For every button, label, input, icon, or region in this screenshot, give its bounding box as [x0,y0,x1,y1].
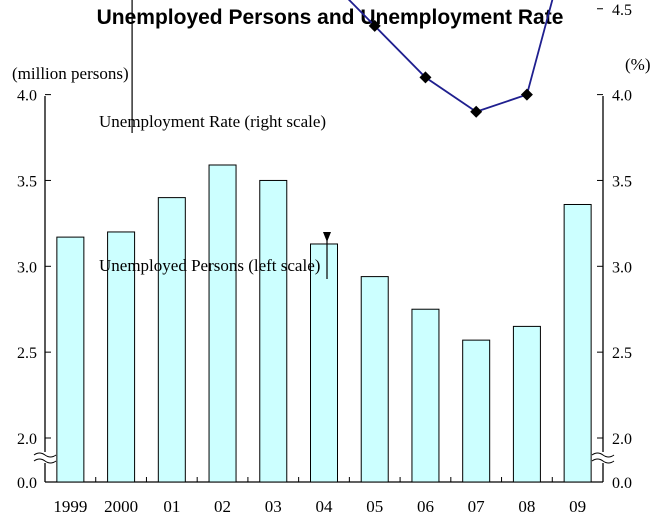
x-tick-label-2000: 2000 [104,497,138,516]
rate-marker-08 [520,88,533,101]
bar-02 [208,164,237,483]
left-axis-unit-label: (million persons) [12,64,129,83]
left-tick-label-3.0: 3.0 [17,259,37,276]
left-tick-label-2.5: 2.5 [17,345,37,362]
right-axis-break-wave-0 [591,452,615,458]
bar-1999 [56,236,85,483]
rate-marker-07 [470,105,483,118]
right-tick-label-4.0: 4.0 [612,88,632,105]
rate-line-group [347,0,554,118]
right-tick-label-3.5: 3.5 [612,173,632,190]
rate-line [347,0,554,113]
annotation-persons-arrow-head [323,231,331,242]
annotation-rate: Unemployment Rate (right scale) [99,112,326,131]
left-tick-label-4.0: 4.0 [17,88,37,105]
left-axis-break-wave-1 [33,458,57,464]
right-tick-label-2.0: 2.0 [612,431,632,448]
left-axis-break-wave-0 [33,452,57,458]
bar-2000 [107,231,136,483]
x-tick-label-05: 05 [366,497,383,516]
x-tick-label-02: 02 [214,497,231,516]
left-tick-label-2.0: 2.0 [17,431,37,448]
bar-06 [411,308,440,483]
left-tick-label-3.5: 3.5 [17,173,37,190]
left-tick-label-0.0: 0.0 [17,475,37,492]
bars-group [56,164,592,483]
annotations-group: Unemployment Rate (right scale) Unemploye… [99,0,331,279]
x-tick-label-01: 01 [163,497,180,516]
ticks-group [45,8,603,483]
x-tick-label-09: 09 [569,497,586,516]
rate-marker-06 [419,71,432,84]
right-axis-unit-label: (%) [625,55,650,74]
chart-title: Unemployed Persons and Unemployment Rate [96,6,564,29]
bar-07 [462,339,491,483]
annotation-persons: Unemployed Persons (left scale) [99,256,320,275]
rate-marker-05 [368,19,381,32]
right-tick-label-2.5: 2.5 [612,345,632,362]
x-tick-label-08: 08 [518,497,535,516]
bar-09 [563,203,592,483]
left-axis-break-gap [36,452,54,463]
right-tick-label-4.5: 4.5 [612,2,632,19]
bar-08 [512,325,541,483]
bar-01 [157,197,186,483]
bar-05 [360,276,389,483]
x-tick-label-1999: 1999 [53,497,87,516]
x-tick-label-06: 06 [417,497,434,516]
x-tick-label-07: 07 [468,497,486,516]
right-tick-label-3.0: 3.0 [612,259,632,276]
right-axis-break-wave-1 [591,458,615,464]
x-tick-label-03: 03 [265,497,282,516]
right-axis-break-gap [594,452,612,463]
right-tick-label-0.0: 0.0 [612,475,632,492]
bar-03 [259,179,288,483]
labels-group: 0.02.02.53.03.54.00.02.02.53.03.54.04.55… [12,2,650,516]
x-tick-label-04: 04 [316,497,334,516]
bar-04 [310,243,338,483]
